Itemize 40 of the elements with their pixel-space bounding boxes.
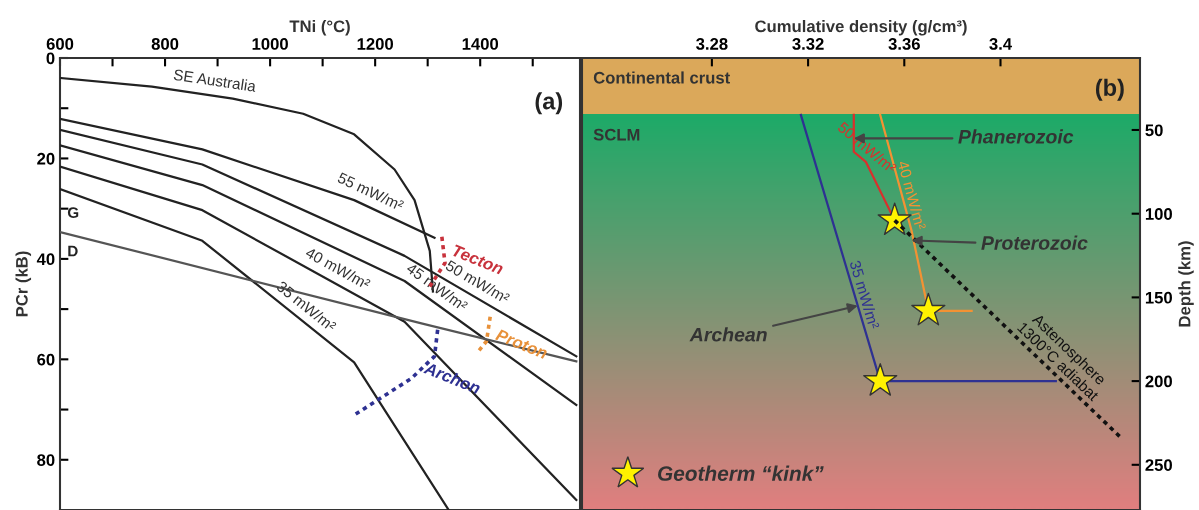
y-tick-label: 40 <box>36 253 55 266</box>
band-label: Continental crust <box>593 71 730 84</box>
x-tick-label: 1000 <box>252 38 288 50</box>
x-tick-label: 800 <box>151 38 179 50</box>
text: SE Australia <box>173 68 257 92</box>
y-tick-label: 100 <box>1145 208 1172 220</box>
annotation: Proterozoic <box>981 235 1088 250</box>
y-tick-label: 80 <box>37 454 55 466</box>
x-axis-title: Cumulative density (g/cm³) <box>755 19 967 36</box>
x-axis-title: TNi (°C) <box>289 19 350 36</box>
y-tick-label: 0 <box>46 52 55 65</box>
annotation: Phanerozoic <box>958 129 1074 144</box>
y-axis-title: Depth (km) <box>1178 241 1194 327</box>
x-tick-label: 1200 <box>357 38 394 50</box>
y-tick-label: 250 <box>1145 459 1172 471</box>
y-tick-label: 150 <box>1145 291 1172 304</box>
x-tick-label: 600 <box>46 38 74 50</box>
y-tick-label: 20 <box>37 152 55 165</box>
point <box>911 292 946 326</box>
y-tick-label: 50 <box>1145 124 1163 137</box>
band-label: SCLM <box>593 128 640 141</box>
line-series <box>60 144 578 407</box>
y-tick-label: 60 <box>37 353 55 366</box>
x-tick-label: 3.36 <box>888 38 920 50</box>
x-tick-label: 3.28 <box>696 38 728 50</box>
annotation: (b) <box>1095 78 1124 101</box>
annotation: Archean <box>689 327 767 342</box>
legend-label: Geotherm “kink” <box>658 465 824 481</box>
x-tick-label: 1400 <box>462 38 499 50</box>
annotation: D <box>68 245 78 257</box>
point <box>863 363 898 396</box>
text: 40 mW/m² <box>897 160 927 231</box>
annotation: G <box>67 207 79 219</box>
annotation: (a) <box>535 92 563 115</box>
x-tick-label: 3.32 <box>792 38 824 50</box>
text: 35 mW/m² <box>849 259 881 330</box>
y-tick-label: 200 <box>1145 375 1172 388</box>
y-axis-title: PCr (kB) <box>15 251 32 317</box>
x-tick-label: 3.4 <box>989 38 1012 50</box>
line-series <box>60 165 578 502</box>
